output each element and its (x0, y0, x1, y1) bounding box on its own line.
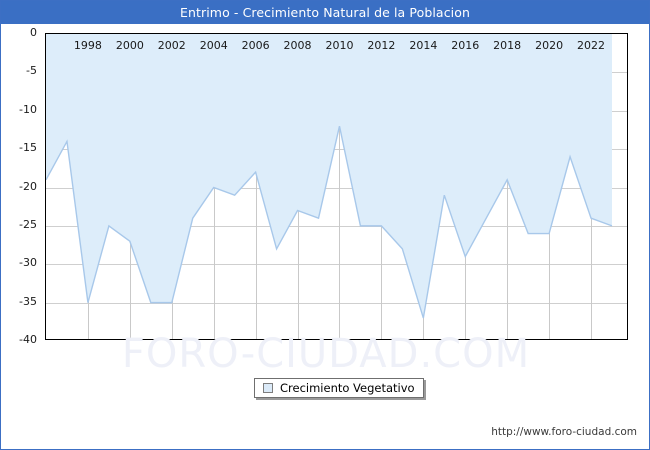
gridline-horizontal (46, 303, 627, 304)
x-axis-tick-label: 2022 (577, 39, 606, 52)
x-axis-tick-label: 2000 (115, 39, 144, 52)
y-axis-tick-label: -40 (19, 333, 37, 346)
footer-url: http://www.foro-ciudad.com (491, 426, 637, 438)
y-axis-tick-label: -15 (19, 141, 37, 155)
x-axis-tick-label: 2010 (325, 39, 354, 52)
plot-inner: 1998 2000 2002 2004 2006 2008 2010 2012 2014 2016… (46, 34, 627, 339)
x-axis-tick-label: 2002 (157, 39, 186, 52)
y-axis-tick-label: -25 (19, 217, 37, 231)
area-fill (46, 34, 612, 318)
gridline-horizontal (46, 188, 627, 189)
y-axis-tick-label: -35 (19, 294, 37, 308)
gridline-vertical (507, 34, 508, 339)
line-stroke (46, 125, 613, 319)
x-axis-tick-label: 1998 (73, 39, 102, 52)
chart-legend: Crecimiento Vegetativo (254, 378, 424, 398)
y-axis-tick-label: 0 (30, 26, 37, 39)
plot-area: 1998 2000 2002 2004 2006 2008 2010 2012 2014 2016… (45, 33, 628, 340)
x-axis-tick-label: 2014 (409, 39, 438, 52)
gridline-vertical (256, 34, 257, 339)
x-axis-tick-label: 2016 (451, 39, 480, 52)
x-axis-tick-label: 2012 (367, 39, 396, 52)
y-axis-tick-label: -10 (19, 102, 37, 116)
y-axis-tick-label: -5 (26, 64, 37, 78)
legend-label: Crecimiento Vegetativo (280, 381, 415, 395)
gridline-horizontal (46, 264, 627, 265)
series-crecimiento-vegetativo (46, 34, 613, 319)
x-axis-tick-label: 2008 (283, 39, 312, 52)
window-title-bar: Entrimo - Crecimiento Natural de la Pobl… (1, 1, 649, 24)
x-axis-tick-label: 2018 (493, 39, 522, 52)
x-axis-tick-label: 2004 (199, 39, 228, 52)
x-axis-tick-label: 2006 (241, 39, 270, 52)
y-axis-tick-label: -20 (19, 179, 37, 193)
legend-swatch-icon (263, 383, 273, 393)
gridline-vertical (339, 34, 340, 339)
x-axis-tick-label: 2020 (535, 39, 564, 52)
page-title: Entrimo - Crecimiento Natural de la Pobl… (179, 5, 471, 20)
y-axis-tick-label: -30 (19, 256, 37, 270)
gridline-horizontal (46, 149, 627, 150)
gridline-horizontal (46, 226, 627, 227)
